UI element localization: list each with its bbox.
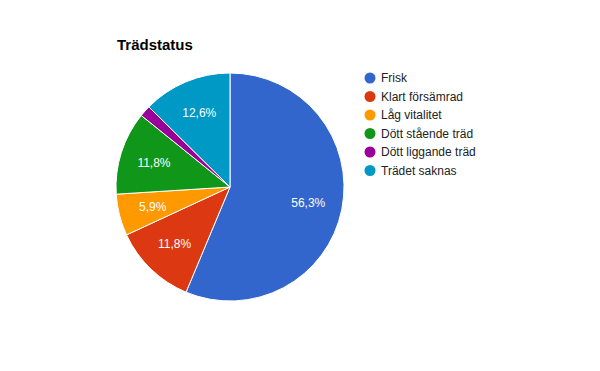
pie-slices: [116, 73, 344, 301]
chart-container: Trädstatus 56,3% 11,8% 5,9% 11,8% 12,6% Frisk K…: [0, 0, 600, 371]
data-label: 12,6%: [182, 106, 216, 120]
data-label: 56,3%: [291, 196, 325, 210]
legend: Frisk Klart försämrad Låg vitalitet Dött st…: [365, 71, 476, 178]
chart-svg: Trädstatus 56,3% 11,8% 5,9% 11,8% 12,6% Frisk K…: [0, 0, 600, 371]
legend-label: Låg vitalitet: [381, 108, 442, 122]
legend-marker: [365, 91, 376, 102]
legend-label: Dött liggande träd: [381, 145, 476, 159]
chart-title: Trädstatus: [117, 36, 193, 53]
data-label: 11,8%: [158, 237, 191, 251]
legend-marker: [365, 73, 376, 84]
data-labels: 56,3% 11,8% 5,9% 11,8% 12,6%: [137, 106, 325, 251]
legend-label: Klart försämrad: [381, 90, 463, 104]
legend-label: Frisk: [381, 71, 408, 85]
legend-marker: [365, 147, 376, 158]
data-label: 11,8%: [137, 156, 170, 170]
legend-label: Dött stående träd: [381, 127, 473, 141]
legend-marker: [365, 165, 376, 176]
page: {"chart_data": {"type": "pie", "title": …: [0, 0, 600, 371]
legend-label: Trädet saknas: [381, 164, 457, 178]
pie-slice: [116, 187, 230, 235]
pie-slice: [149, 73, 230, 187]
data-label: 5,9%: [139, 200, 167, 214]
legend-marker: [365, 110, 376, 121]
legend-marker: [365, 128, 376, 139]
